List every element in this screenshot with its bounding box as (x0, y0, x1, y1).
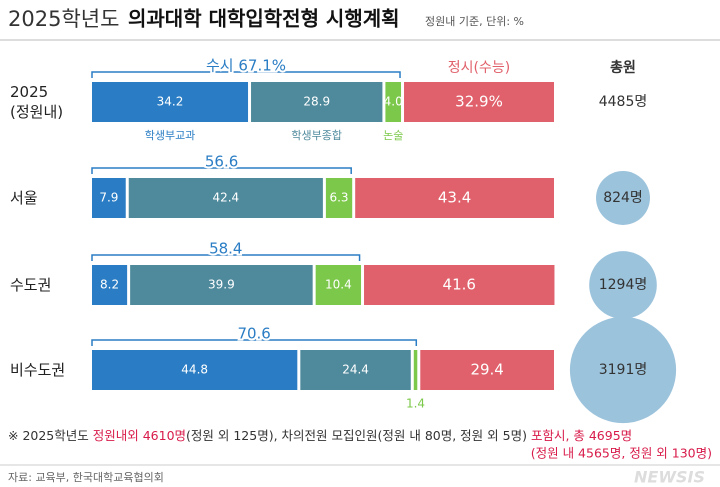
bar-segment (420, 350, 554, 390)
footnote-part: (정원 외 125명), 차의전원 모집인원(정원 내 80명, 정원 외 5명… (186, 428, 531, 443)
susi-bracket (91, 167, 352, 174)
subtitle: 정원내 기준, 단위: % (425, 15, 524, 28)
value-label: 24.4 (342, 363, 369, 377)
bar-segment (404, 82, 554, 122)
category-label: 수도권 (10, 276, 52, 294)
title-year: 2025학년도 (8, 7, 119, 31)
bar-segment (325, 178, 353, 218)
susi-bracket (91, 339, 418, 346)
total-header: 총원 (610, 60, 636, 76)
value-label: 1.4 (406, 397, 425, 411)
bar-segment (315, 265, 362, 305)
footnote-line2: (정원 내 4565명, 정원 외 130명) (531, 446, 712, 461)
bar-segment (128, 178, 323, 218)
legend-label: 논술 (383, 129, 403, 142)
watermark: NEWSIS (634, 468, 705, 487)
total-label: 824명 (603, 190, 643, 206)
total-label: 1294명 (599, 277, 648, 293)
bar-segment (92, 265, 128, 305)
bar-segment (130, 265, 313, 305)
bar-segment (92, 350, 298, 390)
value-label: 34.2 (157, 95, 184, 109)
category-label: 비수도권 (10, 361, 66, 379)
value-label: 4.0 (384, 95, 403, 109)
bar-segment (413, 350, 418, 390)
footnote: ※ 2025학년도 정원내외 4610명(정원 외 125명), 차의전원 모집… (8, 428, 632, 443)
legend-label: 학생부종합 (291, 129, 342, 142)
susi-label: 56.6 (205, 153, 238, 171)
category-label: 서울 (10, 189, 38, 207)
bar-segment (92, 82, 249, 122)
susi-label: 58.4 (209, 240, 242, 258)
value-label: 7.9 (99, 191, 118, 205)
bar-segment (385, 82, 402, 122)
bar-segment (355, 178, 554, 218)
title: 의과대학 대학입학전형 시행계획 (128, 7, 400, 31)
value-label: 39.9 (208, 278, 235, 292)
footnote-part: 포함시, 총 4695명 (531, 428, 632, 443)
value-label: 28.9 (303, 95, 330, 109)
footnote-part: 정원내외 4610명 (93, 428, 186, 443)
footnote-part: ※ 2025학년도 (8, 428, 93, 443)
value-label: 32.9% (455, 93, 503, 111)
legend-label: 정시(수능) (448, 60, 510, 76)
total-bubble (569, 316, 677, 424)
bar-segment (364, 265, 555, 305)
susi-label: 수시 67.1% (206, 57, 286, 75)
legend-label: 학생부교과 (145, 129, 196, 142)
value-label: 43.4 (438, 189, 471, 207)
total-label: 3191명 (599, 362, 648, 378)
bar-segment (251, 82, 383, 122)
value-label: 41.6 (443, 276, 476, 294)
bar-segment (300, 350, 411, 390)
value-label: 29.4 (470, 361, 503, 379)
value-label: 8.2 (100, 278, 119, 292)
susi-label: 70.6 (237, 325, 270, 343)
source: 자료: 교육부, 한국대학교육협의회 (8, 471, 164, 484)
value-label: 6.3 (329, 191, 348, 205)
susi-bracket (91, 254, 361, 261)
susi-bracket (91, 71, 401, 78)
value-label: 42.4 (212, 191, 239, 205)
total-bubble (596, 171, 650, 225)
value-label: 10.4 (325, 278, 352, 292)
category-label: 2025 (정원내) (10, 83, 64, 121)
total-bubble (589, 251, 657, 319)
total-label: 4485명 (599, 94, 648, 110)
value-label: 44.8 (181, 363, 208, 377)
bar-segment (92, 178, 126, 218)
